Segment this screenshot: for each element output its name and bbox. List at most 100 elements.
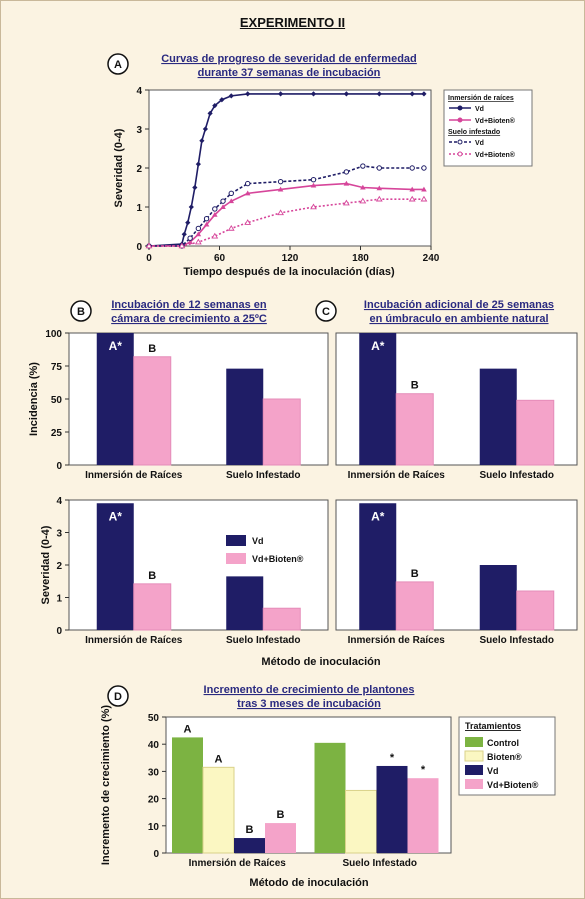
chart-a-point	[277, 186, 284, 192]
chart-a-legend-label: Vd+Bioten®	[475, 151, 516, 159]
chart-d-xlabel: Método de inoculación	[249, 877, 368, 889]
chart-c-incidence-bar	[359, 333, 397, 465]
chart-b-incidence-annotation: B	[148, 343, 156, 355]
chart-d-ylabel: Incremento de crecimiento (%)	[100, 705, 112, 865]
chart-a-point	[376, 185, 383, 191]
chart-a-xtick-label: 60	[214, 253, 226, 264]
panel-b-label: B	[77, 306, 85, 318]
chart-b-title: Incubación de 12 semanas en	[111, 299, 267, 311]
chart-c-incidence-bar	[516, 399, 555, 466]
chart-a-point	[245, 91, 251, 97]
chart-a-point	[277, 209, 284, 216]
chart-a-point	[343, 169, 350, 175]
chart-b-severity-bar	[262, 607, 301, 631]
chart-b-incidence-ytick-label: 25	[51, 428, 63, 439]
chart-b-incidence-ytick-label: 0	[56, 461, 62, 472]
chart-b-severity-ytick-label: 1	[56, 594, 62, 605]
chart-a-point	[185, 220, 191, 226]
chart-b-severity-annotation: A*	[109, 509, 123, 523]
chart-d-ytick-label: 50	[148, 713, 160, 724]
legend-vd-bioten-swatch	[226, 553, 246, 564]
chart-a-point	[220, 198, 226, 204]
panel-b-label-circle	[70, 300, 92, 322]
chart-a-point	[375, 195, 383, 202]
chart-c-incidence-xtick-label: Inmersión de Raíces	[348, 470, 446, 481]
chart-d-ytick-label: 30	[148, 767, 160, 778]
chart-a-point	[408, 195, 416, 202]
chart-a-point	[207, 110, 213, 116]
chart-a-point	[188, 204, 194, 210]
chart-b-incidence-bar	[133, 356, 172, 466]
chart-b-incidence-bar	[226, 368, 264, 465]
chart-a-point	[145, 242, 153, 249]
chart-b-severity-xtick-label: Inmersión de Raíces	[85, 635, 183, 646]
chart-b-incidence-ytick-label: 100	[45, 329, 62, 340]
chart-c-incidence-annotation: A*	[371, 339, 385, 353]
chart-a-point	[181, 231, 187, 237]
chart-b-title-line2: cámara de crecimiento a 25ºC	[111, 313, 267, 325]
chart-c-title: Incubación adicional de 25 semanas	[364, 299, 554, 311]
panel-d-label-circle	[107, 685, 129, 707]
chart-a-point	[409, 186, 415, 192]
chart-a-point	[343, 180, 350, 186]
chart-d-annotation: A	[184, 723, 192, 735]
chart-a-ytick-label: 2	[136, 164, 142, 175]
chart-a-legend-marker	[457, 151, 463, 157]
chart-b-incidence-ylabel: Incidencia (%)	[28, 362, 40, 436]
chart-a-point	[187, 235, 193, 241]
chart-b-incidence-annotation: A*	[109, 339, 123, 353]
chart-a-point	[212, 206, 218, 212]
chart-a-legend-group1: Inmersión de raíces	[448, 95, 514, 102]
chart-a-point	[203, 216, 210, 222]
chart-c-incidence-annotation: B	[411, 380, 419, 392]
chart-b-severity-annotation: B	[148, 570, 156, 582]
chart-d-xtick-label: Inmersión de Raíces	[189, 858, 287, 869]
chart-a-legend-label: Vd	[475, 106, 484, 113]
chart-a-ytick-label: 1	[136, 203, 142, 214]
chart-c-severity-annotation: A*	[371, 509, 385, 523]
chart-d-legend-swatch	[465, 765, 483, 775]
chart-b-incidence-ytick-label: 50	[51, 395, 63, 406]
chart-c-severity-xtick-label: Inmersión de Raíces	[348, 635, 446, 646]
chart-d-bar	[345, 789, 377, 854]
chart-a-point	[310, 91, 317, 97]
chart-b-severity-bar	[133, 583, 172, 631]
chart-b-incidence-bar	[262, 398, 301, 466]
chart-a-xtick-label: 180	[352, 253, 369, 264]
chart-a-title: Curvas de progreso de severidad de enfer…	[161, 53, 417, 65]
chart-b-severity-ytick-label: 0	[56, 626, 62, 637]
chart-d-title-line2: tras 3 meses de incubación	[237, 698, 381, 710]
chart-c-severity-bar	[359, 503, 397, 630]
chart-a-xtick-label: 240	[423, 253, 440, 264]
chart-d-bar	[172, 737, 203, 853]
chart-a-legend-marker	[457, 117, 463, 123]
chart-a-point	[227, 224, 235, 231]
chart-a-point	[409, 91, 415, 97]
chart-d-bar	[407, 778, 439, 853]
chart-d-legend-label: Bioten®	[487, 752, 522, 762]
chart-a-series-line-2	[149, 182, 424, 247]
chart-d-bar	[265, 823, 296, 853]
chart-a-point	[195, 225, 202, 232]
panel-c-label: C	[322, 306, 330, 318]
chart-d-legend-label: Control	[487, 738, 519, 748]
chart-a-series-line-3	[149, 165, 424, 247]
chart-a-point	[228, 190, 234, 197]
chart-a-point	[228, 198, 235, 204]
chart-a-point	[211, 232, 219, 239]
chart-a-point	[360, 163, 366, 169]
chart-a-xlabel: Tiempo después de la inoculación (días)	[183, 266, 395, 278]
chart-a-title-line2: durante 37 semanas de incubación	[198, 67, 381, 79]
chart-c-title-line2: en úmbraculo en ambiente natural	[369, 313, 548, 325]
chart-b-severity-ytick-label: 2	[56, 561, 62, 572]
chart-bc-xlabel: Método de inoculación	[261, 656, 380, 668]
chart-b-incidence-xtick-label: Suelo Infestado	[226, 470, 300, 481]
chart-a-point	[228, 93, 234, 99]
chart-d-bar	[314, 742, 346, 853]
chart-d-bar	[376, 765, 408, 853]
chart-a-point	[343, 91, 349, 97]
chart-d-ytick-label: 10	[148, 822, 160, 833]
chart-d-annotation: B	[277, 809, 285, 821]
